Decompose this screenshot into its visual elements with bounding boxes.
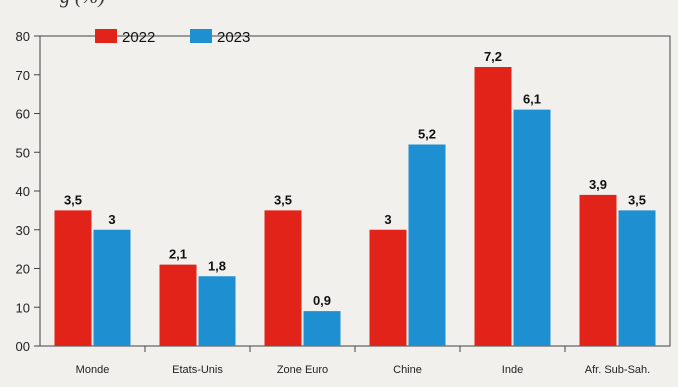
- y-tick-label: 30: [16, 223, 30, 238]
- x-tick-label: Afr. Sub-Sah.: [585, 364, 650, 376]
- legend-swatch-2022: [95, 29, 117, 43]
- data-label-2023: 5,2: [418, 127, 436, 142]
- bar-2023: [618, 210, 656, 346]
- bar-2022: [369, 229, 407, 346]
- x-tick-label: Monde: [76, 364, 110, 376]
- data-label-2022: 3,9: [589, 177, 607, 192]
- bars-layer: [54, 67, 656, 346]
- data-label-2023: 6,1: [523, 92, 541, 107]
- y-tick-label: 80: [16, 29, 30, 44]
- data-label-2022: 2,1: [169, 247, 187, 262]
- bar-2023: [93, 229, 131, 346]
- x-tick-label: Chine: [393, 364, 422, 376]
- legend-label-2023: 2023: [217, 29, 250, 46]
- y-tick-label: 70: [16, 68, 30, 83]
- legend-label-2022: 2022: [122, 29, 155, 46]
- data-label-2023: 1,8: [208, 258, 226, 273]
- y-tick-label: 10: [16, 300, 30, 315]
- chart-title-fragment: g (%): [60, 0, 620, 12]
- data-label-2023: 3: [108, 212, 115, 227]
- x-tick-label: Zone Euro: [277, 364, 328, 376]
- bar-2023: [513, 109, 551, 346]
- plot-frame: [39, 35, 671, 347]
- data-label-2022: 7,2: [484, 49, 502, 64]
- axes-layer: 00 10 20 30 40 50 60 70 80 Monde Etats-Unis Zone Eu…: [16, 29, 671, 376]
- y-tick-label: 00: [16, 339, 30, 354]
- bar-2022: [579, 194, 617, 346]
- data-labels-layer: 3,5 2,1 3,5 3 7,2 3,9 3 1,8 0,9 5,2 6,1 3,5: [64, 49, 646, 308]
- bar-2022: [264, 210, 302, 346]
- data-label-2023: 0,9: [313, 293, 331, 308]
- x-tick-label: Inde: [502, 364, 523, 376]
- data-label-2022: 3: [384, 212, 391, 227]
- y-tick-label: 40: [16, 184, 30, 199]
- x-tick-label: Etats-Unis: [172, 364, 223, 376]
- y-tick-label: 50: [16, 145, 30, 160]
- data-label-2023: 3,5: [628, 192, 646, 207]
- bar-2023: [198, 276, 236, 346]
- bar-2023: [303, 311, 341, 346]
- bar-2022: [159, 264, 197, 346]
- y-tick-label: 60: [16, 107, 30, 122]
- data-label-2022: 3,5: [274, 192, 292, 207]
- bar-2022: [54, 210, 92, 346]
- y-tick-label: 20: [16, 262, 30, 277]
- legend-swatch-2023: [190, 29, 212, 43]
- bar-2023: [408, 144, 446, 346]
- bar-2022: [474, 67, 512, 346]
- legend: 2022 2023: [95, 29, 250, 46]
- data-label-2022: 3,5: [64, 192, 82, 207]
